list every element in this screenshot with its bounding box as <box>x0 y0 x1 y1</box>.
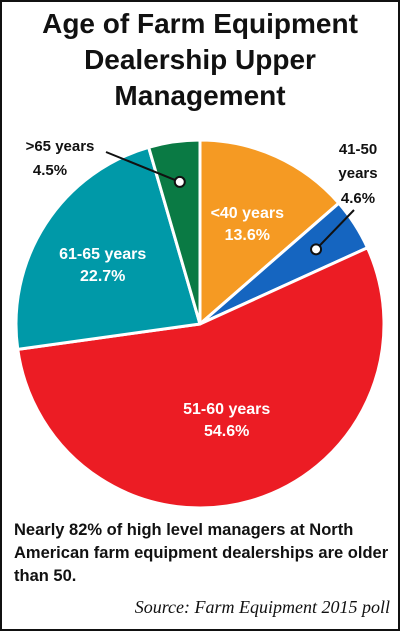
pie-slice-40-years <box>198 138 341 326</box>
slice-label-61-65-years: 61-65 years <box>59 246 146 263</box>
callout-line-over-65 <box>105 151 181 183</box>
callout-41-50-line-2: years <box>338 165 377 182</box>
callout-dot-over-65 <box>173 175 186 188</box>
callout-line-41-50 <box>315 209 355 251</box>
callouts <box>105 151 355 256</box>
pie-slice-65-years <box>147 138 202 326</box>
slice-value-61-65-years: 22.7% <box>80 268 125 285</box>
chart-title: Age of Farm Equipment Dealership Upper M… <box>2 6 398 114</box>
source-note: Source: Farm Equipment 2015 poll <box>134 597 390 617</box>
pie-slices <box>14 138 386 510</box>
slice-value-40-years: 13.6% <box>225 227 270 244</box>
callout-41-50-line-3: 4.6% <box>341 190 375 207</box>
slice-label-40-years: <40 years <box>211 205 285 222</box>
slice-value-51-60-years: 54.6% <box>204 423 249 440</box>
caption: Nearly 82% of high level managers at Nor… <box>14 521 389 585</box>
callout-dot-41-50 <box>310 243 323 256</box>
chart-title-line-1: Age of Farm Equipment <box>42 8 358 39</box>
callout-over-65-line-1: >65 years <box>26 138 95 155</box>
slice-labels: <40 years 13.6% 51-60 years 54.6% 61-65 year… <box>26 138 378 440</box>
chart-title-line-2: Dealership Upper <box>84 44 316 75</box>
callout-41-50-line-1: 41-50 <box>339 141 377 158</box>
slice-label-51-60-years: 51-60 years <box>183 401 270 418</box>
pie-slice-51-60-years <box>16 246 386 510</box>
callout-over-65-line-2: 4.5% <box>33 162 67 179</box>
chart-title-line-3: Management <box>114 80 286 111</box>
